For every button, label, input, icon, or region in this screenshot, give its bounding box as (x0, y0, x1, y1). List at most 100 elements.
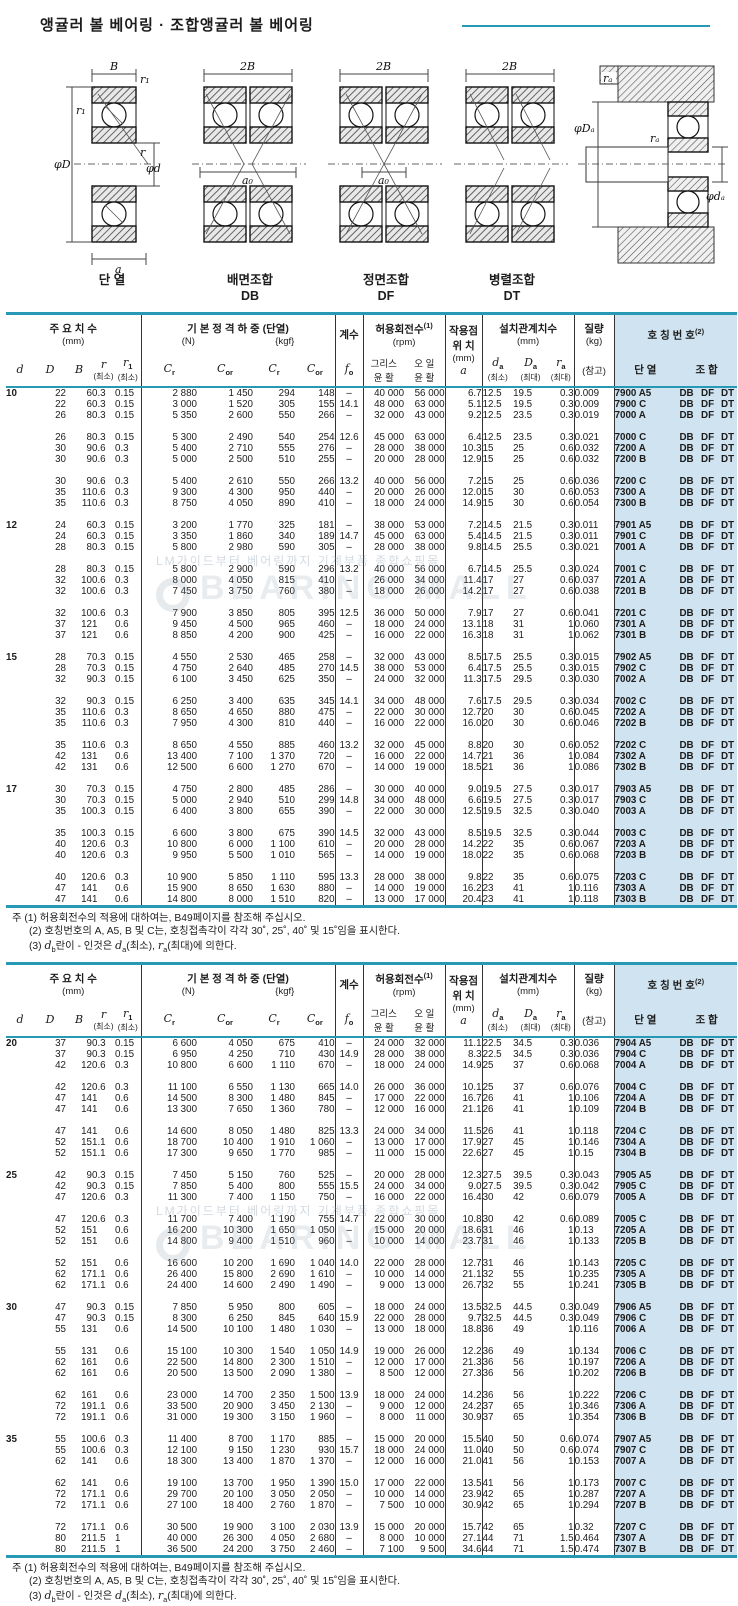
cell-B: 17 (81, 1488, 92, 1500)
cell-a: 12.0 (445, 486, 483, 498)
cell-d (6, 1060, 34, 1071)
cell-combo-df: DF (697, 1312, 719, 1324)
spec-row: 62 14 1 0.6 19 100 13 700 1 950 1 390 15.0 17 000… (6, 1477, 738, 1489)
cell-r (92, 1291, 115, 1302)
cell-ra (548, 552, 575, 564)
cell-Da (513, 1291, 548, 1302)
cell-cr-kgf: 1 150 (270, 1191, 296, 1203)
cell-B: 14 (81, 893, 92, 905)
cell-r1: 0.15 (115, 651, 142, 663)
cell-cor-n: 5 400 (228, 1180, 254, 1192)
cell-r1: 0.3 (115, 1081, 142, 1093)
cell-ra: 1.5 (548, 1532, 575, 1544)
bearing-diagrams: B r₁ r₁ r φD φd a 2B (0, 44, 738, 312)
header-sym-cr-kgf: Cr (253, 1003, 296, 1038)
cell-cr-n: 18 300 (167, 1455, 198, 1467)
cell-d (6, 542, 34, 553)
cell-cor-n: 10 200 (223, 1257, 254, 1269)
cell-oil-rpm: 50 000 (404, 607, 446, 619)
spec-row: 72 19 1.1 0.6 33 500 20 900 3 450 2 130–9 000 12… (6, 1400, 738, 1412)
cell-da: 23 (482, 893, 494, 905)
cell-cr-n (141, 1511, 197, 1522)
cell-Da: 21.5 (513, 530, 533, 542)
cell-cor-n: 14 700 (223, 1389, 254, 1401)
cell-Da: 56 (513, 1389, 524, 1401)
cell-oil-rpm: 24 000 (404, 497, 446, 509)
cell-B: 10 (81, 574, 92, 586)
cell-B: 9 (86, 1048, 92, 1060)
cell-cor-n: 2 600 (228, 409, 254, 421)
cell-r: 0.3 (92, 1048, 106, 1060)
cell-cr-n: 10 800 (167, 838, 198, 850)
spec-row: 24 6 0.3 0.15 3 350 1 860 340 189 14.7 45 000 63 0… (6, 530, 738, 542)
cell-d (6, 1335, 34, 1346)
cell-combo-dt: DT (718, 695, 738, 707)
cell-combo-df (697, 816, 719, 828)
cell-B: 10 (81, 805, 92, 817)
cell-cr-kgf: 845 (278, 1312, 296, 1324)
cell-grease-rpm: 20 000 (374, 486, 405, 498)
spacer-row (6, 1202, 738, 1214)
cell-grease-rpm (363, 1423, 404, 1434)
cell-combo-db: DB (676, 618, 698, 630)
cell-cor-n: 26 300 (223, 1532, 254, 1544)
cell-d (6, 454, 34, 465)
cell-grease-rpm: 36 000 (374, 607, 405, 619)
cell-cor-kgf (295, 1246, 336, 1258)
cell-Da: 27.5 (513, 794, 533, 806)
cell-oil-rpm: 40 000 (404, 783, 446, 795)
cell-ra: 0.6 (548, 871, 575, 883)
cell-combo-dt: DT (718, 486, 738, 498)
cell-da: 31 (482, 1224, 494, 1236)
cell-r1: 0.6 (115, 1257, 142, 1269)
cell-combo-db: DB (676, 409, 698, 421)
cell-d (6, 597, 34, 608)
cell-combo-df: DF (697, 893, 719, 906)
cell-a: 5.4 (445, 530, 483, 542)
cell-cr-kgf (253, 1379, 295, 1390)
cell-a (445, 1334, 483, 1346)
cell-mass: 0.118 (574, 893, 615, 906)
cell-da (482, 1071, 513, 1082)
cell-designation (614, 772, 677, 784)
cell-cor-n (197, 1379, 253, 1390)
cell-cor-kgf: 1 050 (295, 1224, 336, 1236)
cell-oil-rpm: 38 000 (404, 541, 446, 553)
cell-cor-kgf: 430 (295, 1048, 336, 1060)
cell-cor-kgf (295, 640, 336, 652)
cell-cor-n (197, 1071, 253, 1082)
cell-Da: 41 (513, 1103, 524, 1115)
cell-da: 27.5 (482, 1180, 502, 1192)
cell-r: 0.3 (92, 827, 106, 839)
cell-combo-dt: DT (718, 1367, 738, 1379)
cell-r1: 0.6 (115, 1103, 142, 1115)
cell-r (92, 1203, 115, 1214)
cell-mass (574, 684, 615, 696)
cell-cor-kgf (295, 1378, 336, 1390)
cell-D: 35 (55, 739, 66, 751)
cell-a (445, 640, 483, 652)
cell-ra: 0.3 (548, 563, 575, 575)
cell-mass (574, 552, 615, 564)
cell-cor-kgf: 610 (295, 838, 336, 850)
cell-combo-df: DF (697, 497, 719, 509)
cell-cor-kgf (295, 552, 336, 564)
cell-combo-db (676, 596, 698, 608)
cell-B (66, 685, 92, 696)
cell-cr-n (141, 817, 197, 828)
cell-f0: 14.7 (335, 1213, 364, 1225)
cell-cor-n: 2 640 (228, 662, 254, 674)
cell-cor-kgf: 885 (295, 1433, 336, 1445)
cell-ra: 1 (548, 1389, 575, 1401)
cell-cor-kgf: 960 (295, 1235, 336, 1247)
cell-da (482, 1335, 513, 1346)
cell-da (482, 1115, 513, 1126)
cell-mass (574, 1378, 615, 1390)
cell-cr-n: 5 300 (172, 431, 198, 443)
cell-cor-n: 4 200 (228, 629, 254, 641)
cell-cr-kgf: 760 (278, 1169, 296, 1181)
cell-designation: 7302 B (614, 761, 677, 773)
cell-a (445, 1202, 483, 1214)
cell-cr-n: 17 300 (167, 1147, 198, 1159)
cell-a: 6.6 (445, 794, 483, 806)
